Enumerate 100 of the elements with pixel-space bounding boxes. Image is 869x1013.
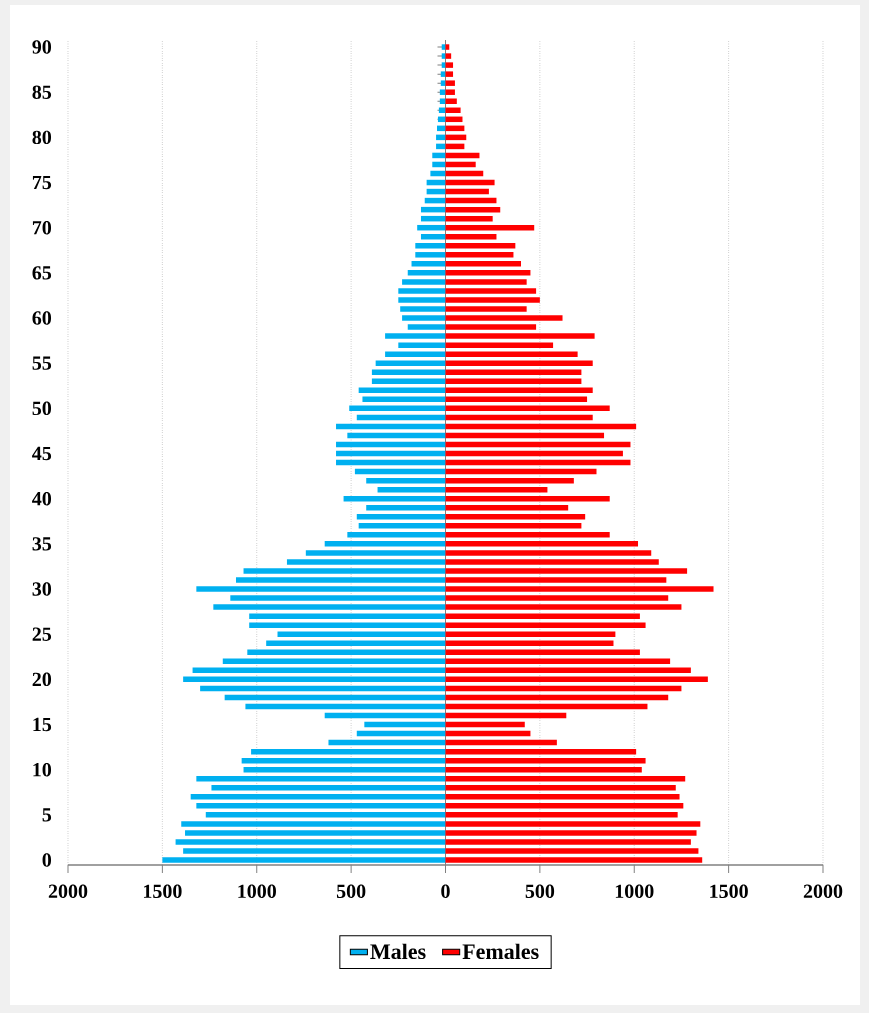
bar bbox=[286, 559, 446, 565]
y-tick-label: 70 bbox=[32, 220, 52, 235]
bar bbox=[445, 730, 531, 737]
bar bbox=[375, 360, 446, 366]
bar bbox=[364, 721, 446, 728]
bar bbox=[336, 441, 446, 448]
bar bbox=[445, 721, 525, 728]
bar bbox=[371, 369, 446, 375]
bar bbox=[445, 550, 652, 556]
bar bbox=[445, 649, 640, 656]
bar bbox=[445, 378, 582, 385]
bar bbox=[349, 405, 446, 412]
bar bbox=[445, 785, 676, 791]
bar bbox=[305, 550, 446, 556]
bar bbox=[445, 839, 691, 845]
bar bbox=[190, 794, 446, 800]
bar bbox=[445, 794, 680, 800]
y-tick-label: 65 bbox=[32, 266, 52, 280]
bar bbox=[324, 541, 446, 547]
bar bbox=[417, 224, 446, 231]
bar bbox=[445, 766, 642, 773]
bar bbox=[445, 306, 527, 312]
bar bbox=[328, 739, 446, 746]
bar bbox=[445, 288, 537, 294]
x-tick-label: 500 bbox=[336, 884, 366, 899]
bar bbox=[445, 116, 463, 123]
bar bbox=[407, 270, 446, 276]
bar bbox=[162, 857, 446, 863]
bar bbox=[445, 369, 582, 375]
bar bbox=[445, 405, 610, 412]
bar bbox=[356, 514, 446, 520]
bar bbox=[343, 495, 446, 502]
bar bbox=[213, 604, 446, 610]
bar bbox=[354, 468, 446, 475]
bar bbox=[445, 423, 637, 430]
bar bbox=[445, 53, 452, 59]
bar bbox=[445, 333, 595, 339]
y-tick-label: 5 bbox=[42, 808, 52, 822]
y-tick-label: 50 bbox=[32, 401, 52, 416]
bar bbox=[358, 387, 446, 394]
bar bbox=[324, 712, 446, 719]
bar bbox=[445, 757, 646, 764]
bar bbox=[398, 288, 446, 294]
bar bbox=[385, 351, 446, 357]
bar bbox=[358, 523, 446, 529]
bar bbox=[205, 812, 446, 818]
bar bbox=[445, 215, 493, 222]
bar bbox=[185, 830, 446, 836]
bar bbox=[445, 712, 567, 719]
x-tick-label: 1000 bbox=[238, 884, 276, 899]
y-tick-label: 20 bbox=[32, 672, 52, 687]
y-tick-label: 15 bbox=[33, 717, 52, 732]
bar bbox=[445, 80, 455, 86]
bar bbox=[356, 414, 446, 421]
bar bbox=[222, 658, 446, 665]
bar bbox=[445, 351, 578, 357]
bar bbox=[445, 224, 535, 231]
bar bbox=[445, 125, 465, 132]
bar bbox=[439, 98, 446, 104]
bar bbox=[445, 324, 537, 330]
bar bbox=[445, 622, 646, 628]
y-tick-label: 85 bbox=[32, 85, 52, 99]
bar bbox=[385, 333, 446, 339]
bar bbox=[400, 306, 446, 312]
bar bbox=[445, 188, 489, 195]
bar bbox=[266, 640, 446, 646]
bar bbox=[445, 613, 640, 619]
bar bbox=[251, 748, 446, 755]
bar bbox=[445, 486, 548, 493]
bar bbox=[445, 107, 461, 114]
bar bbox=[440, 80, 446, 86]
bar bbox=[445, 297, 540, 303]
bar bbox=[445, 640, 614, 646]
bar bbox=[336, 450, 446, 457]
bar bbox=[445, 441, 631, 448]
bar bbox=[407, 324, 446, 330]
bar bbox=[411, 261, 446, 267]
bar bbox=[415, 252, 446, 258]
bar bbox=[192, 667, 446, 674]
x-tick-label: 1500 bbox=[143, 884, 182, 899]
x-tick-label: 2000 bbox=[803, 884, 843, 899]
bar bbox=[445, 495, 610, 502]
y-tick-label: 0 bbox=[42, 853, 52, 867]
bar bbox=[243, 766, 446, 773]
bar bbox=[224, 694, 446, 701]
bar bbox=[445, 694, 669, 701]
x-tick-label: 500 bbox=[525, 884, 555, 899]
bar bbox=[230, 595, 446, 601]
bar bbox=[445, 559, 659, 565]
bar bbox=[445, 450, 623, 457]
bar bbox=[445, 179, 495, 186]
bar bbox=[445, 62, 454, 68]
bar bbox=[445, 243, 516, 249]
y-tick-label: 30 bbox=[32, 582, 52, 596]
y-tick-label: 25 bbox=[32, 627, 52, 641]
bar bbox=[445, 604, 682, 610]
bar bbox=[245, 703, 446, 710]
bar bbox=[445, 748, 637, 755]
bar bbox=[445, 739, 557, 746]
y-tick-label: 55 bbox=[32, 356, 52, 370]
